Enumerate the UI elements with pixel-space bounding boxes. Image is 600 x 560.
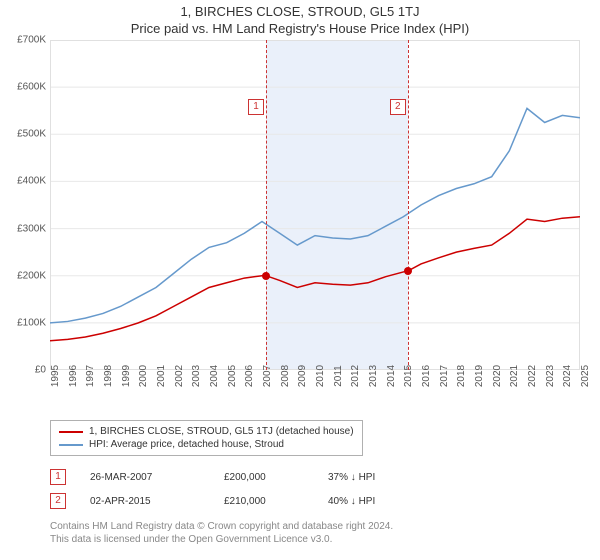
footer: Contains HM Land Registry data © Crown c…	[50, 520, 393, 546]
y-tick-label: £500K	[17, 129, 46, 140]
event-date: 26-MAR-2007	[90, 472, 200, 483]
event-price: £210,000	[224, 496, 304, 507]
event-diff: 40% ↓ HPI	[328, 496, 418, 507]
y-tick-label: £0	[35, 365, 46, 376]
event-line	[266, 40, 267, 370]
event-number-box: 1	[50, 469, 66, 485]
x-tick-label: 2008	[280, 365, 291, 387]
y-tick-label: £700K	[17, 35, 46, 46]
x-tick-label: 2019	[474, 365, 485, 387]
title-main: 1, BIRCHES CLOSE, STROUD, GL5 1TJ	[0, 4, 600, 19]
x-tick-label: 2000	[138, 365, 149, 387]
y-tick-label: £200K	[17, 270, 46, 281]
event-line	[408, 40, 409, 370]
x-tick-label: 2014	[386, 365, 397, 387]
plot-region: £0£100K£200K£300K£400K£500K£600K£700K199…	[50, 40, 580, 370]
x-tick-label: 2015	[403, 365, 414, 387]
y-tick-label: £400K	[17, 176, 46, 187]
footer-line-1: Contains HM Land Registry data © Crown c…	[50, 520, 393, 533]
events-table: 1 26-MAR-2007 £200,000 37% ↓ HPI 2 02-APR-201…	[50, 465, 418, 513]
event-label-box: 2	[390, 99, 406, 115]
x-tick-label: 2003	[191, 365, 202, 387]
x-tick-label: 2025	[580, 365, 591, 387]
x-tick-label: 2010	[315, 365, 326, 387]
title-sub: Price paid vs. HM Land Registry's House …	[0, 21, 600, 36]
chart-container: 1, BIRCHES CLOSE, STROUD, GL5 1TJ Price …	[0, 0, 600, 560]
event-date: 02-APR-2015	[90, 496, 200, 507]
legend-row: 1, BIRCHES CLOSE, STROUD, GL5 1TJ (detac…	[59, 425, 354, 438]
y-tick-label: £100K	[17, 317, 46, 328]
y-tick-label: £600K	[17, 82, 46, 93]
titles: 1, BIRCHES CLOSE, STROUD, GL5 1TJ Price …	[0, 0, 600, 36]
event-number-box: 2	[50, 493, 66, 509]
legend-swatch	[59, 444, 83, 446]
x-tick-label: 2011	[333, 365, 344, 387]
x-tick-label: 2020	[492, 365, 503, 387]
x-tick-label: 2007	[262, 365, 273, 387]
x-tick-label: 1995	[50, 365, 61, 387]
chart-svg	[50, 40, 580, 370]
x-tick-label: 2005	[227, 365, 238, 387]
x-tick-label: 2009	[297, 365, 308, 387]
chart-area: £0£100K£200K£300K£400K£500K£600K£700K199…	[50, 40, 580, 370]
x-tick-label: 2004	[209, 365, 220, 387]
footer-line-2: This data is licensed under the Open Gov…	[50, 533, 393, 546]
legend-label: HPI: Average price, detached house, Stro…	[89, 439, 284, 450]
x-tick-label: 2023	[545, 365, 556, 387]
event-row: 2 02-APR-2015 £210,000 40% ↓ HPI	[50, 489, 418, 513]
legend: 1, BIRCHES CLOSE, STROUD, GL5 1TJ (detac…	[50, 420, 363, 456]
x-tick-label: 2013	[368, 365, 379, 387]
y-tick-label: £300K	[17, 223, 46, 234]
x-tick-label: 2002	[174, 365, 185, 387]
event-diff: 37% ↓ HPI	[328, 472, 418, 483]
x-tick-label: 2001	[156, 365, 167, 387]
series-hpi	[50, 108, 580, 323]
x-tick-label: 2018	[456, 365, 467, 387]
legend-row: HPI: Average price, detached house, Stro…	[59, 438, 354, 451]
event-price: £200,000	[224, 472, 304, 483]
x-tick-label: 1996	[68, 365, 79, 387]
x-tick-label: 2021	[509, 365, 520, 387]
x-tick-label: 2006	[244, 365, 255, 387]
event-label-box: 1	[248, 99, 264, 115]
legend-label: 1, BIRCHES CLOSE, STROUD, GL5 1TJ (detac…	[89, 426, 354, 437]
x-tick-label: 2012	[350, 365, 361, 387]
event-row: 1 26-MAR-2007 £200,000 37% ↓ HPI	[50, 465, 418, 489]
x-tick-label: 1999	[121, 365, 132, 387]
x-tick-label: 2017	[439, 365, 450, 387]
x-tick-label: 2016	[421, 365, 432, 387]
x-tick-label: 2024	[562, 365, 573, 387]
x-tick-label: 1998	[103, 365, 114, 387]
event-marker	[262, 272, 270, 280]
legend-swatch	[59, 431, 83, 433]
x-tick-label: 2022	[527, 365, 538, 387]
event-marker	[404, 267, 412, 275]
x-tick-label: 1997	[85, 365, 96, 387]
